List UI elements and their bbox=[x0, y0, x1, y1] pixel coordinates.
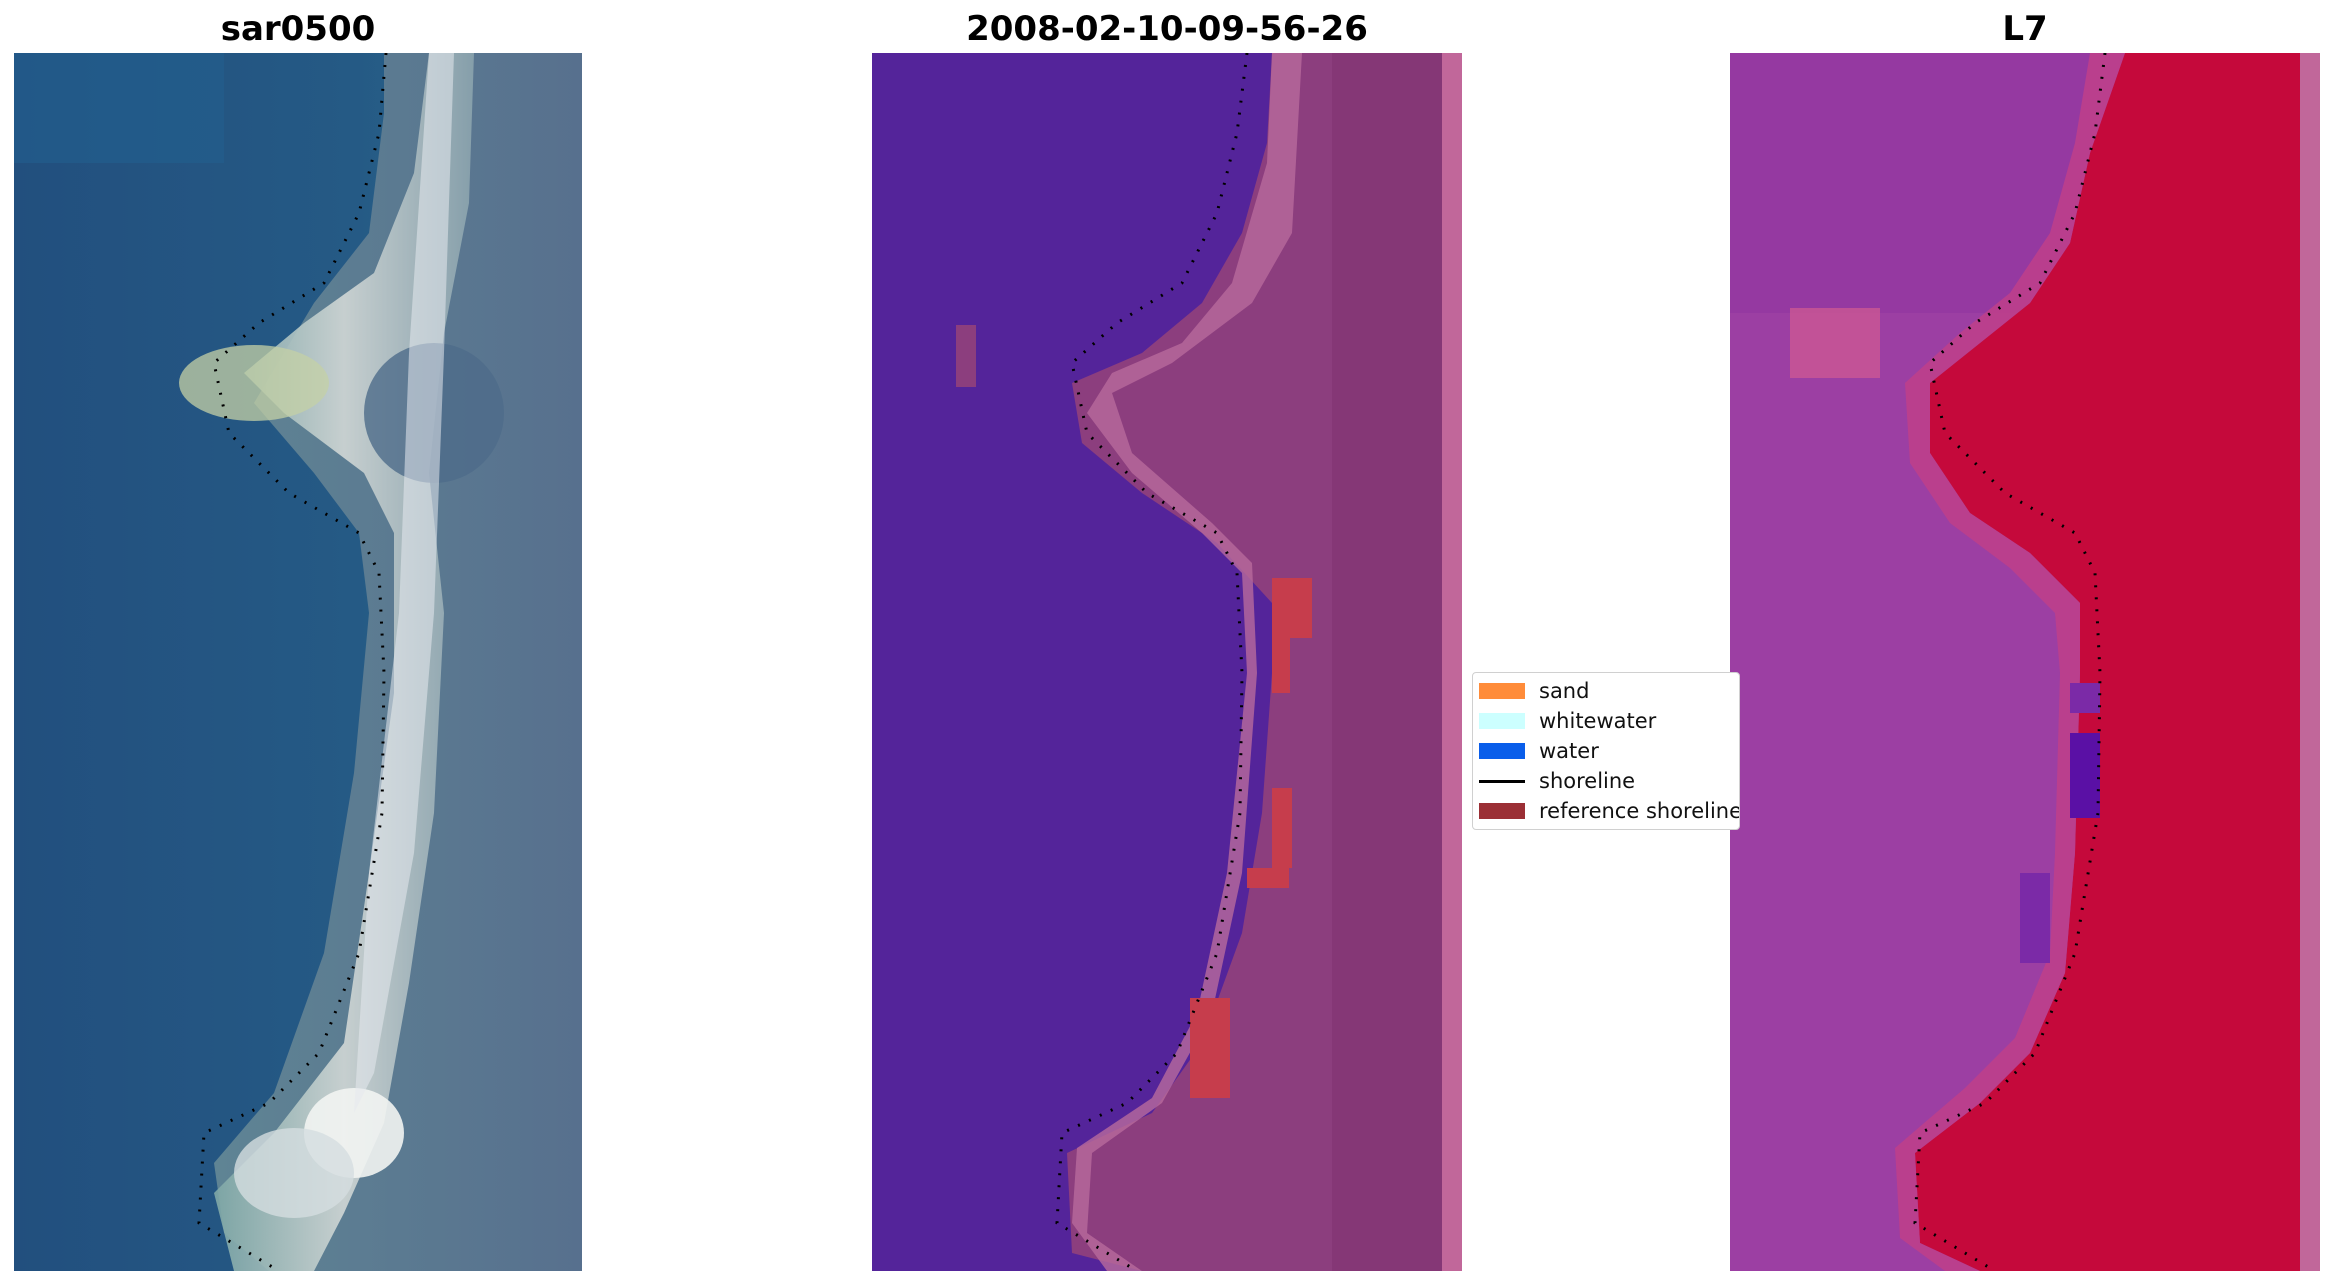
class-sand-patch bbox=[1190, 998, 1230, 1098]
legend-item-reference-shoreline: reference shoreline bbox=[1473, 795, 1740, 825]
water-swatch bbox=[1479, 743, 1525, 759]
class-sand-patch bbox=[1272, 578, 1312, 638]
mndwi-land-area bbox=[1915, 53, 2300, 1271]
legend-item-shoreline: shoreline bbox=[1473, 765, 1739, 795]
panel-title-rgb: sar0500 bbox=[220, 9, 376, 49]
shoreline-classification bbox=[1055, 53, 1249, 1271]
mndwi-image bbox=[1730, 53, 2320, 1271]
legend-label: water bbox=[1539, 739, 1599, 763]
shoreline-mndwi bbox=[1913, 53, 2107, 1271]
class-sand-patch bbox=[1272, 788, 1292, 868]
rgb-image bbox=[14, 53, 582, 1271]
rgb-image-panel bbox=[14, 53, 582, 1271]
legend-item-sand: sand bbox=[1473, 675, 1739, 705]
panel-title-mndwi: L7 bbox=[2002, 9, 2048, 49]
shoreline-rgb bbox=[197, 53, 388, 1271]
whitewater-swatch bbox=[1479, 713, 1525, 729]
panel-title-classification: 2008-02-10-09-56-26 bbox=[966, 9, 1368, 49]
legend-label: shoreline bbox=[1539, 769, 1636, 793]
class-sand-patch bbox=[956, 325, 976, 387]
legend-item-whitewater: whitewater bbox=[1473, 705, 1739, 735]
legend: sand whitewater water shoreline referenc… bbox=[1472, 672, 1740, 830]
mndwi-image-panel bbox=[1730, 53, 2320, 1271]
classification-image-panel bbox=[872, 53, 1462, 1271]
sand-swatch bbox=[1479, 683, 1525, 699]
shoreline-line-swatch bbox=[1479, 780, 1525, 783]
legend-label: whitewater bbox=[1539, 709, 1657, 733]
class-sand-patch bbox=[1272, 633, 1290, 693]
legend-item-water: water bbox=[1473, 735, 1739, 765]
legend-label: reference shoreline bbox=[1539, 799, 1740, 823]
class-sand-patch bbox=[1247, 868, 1289, 888]
classification-image bbox=[872, 53, 1462, 1271]
reference-shoreline-swatch bbox=[1479, 803, 1525, 819]
legend-label: sand bbox=[1539, 679, 1590, 703]
